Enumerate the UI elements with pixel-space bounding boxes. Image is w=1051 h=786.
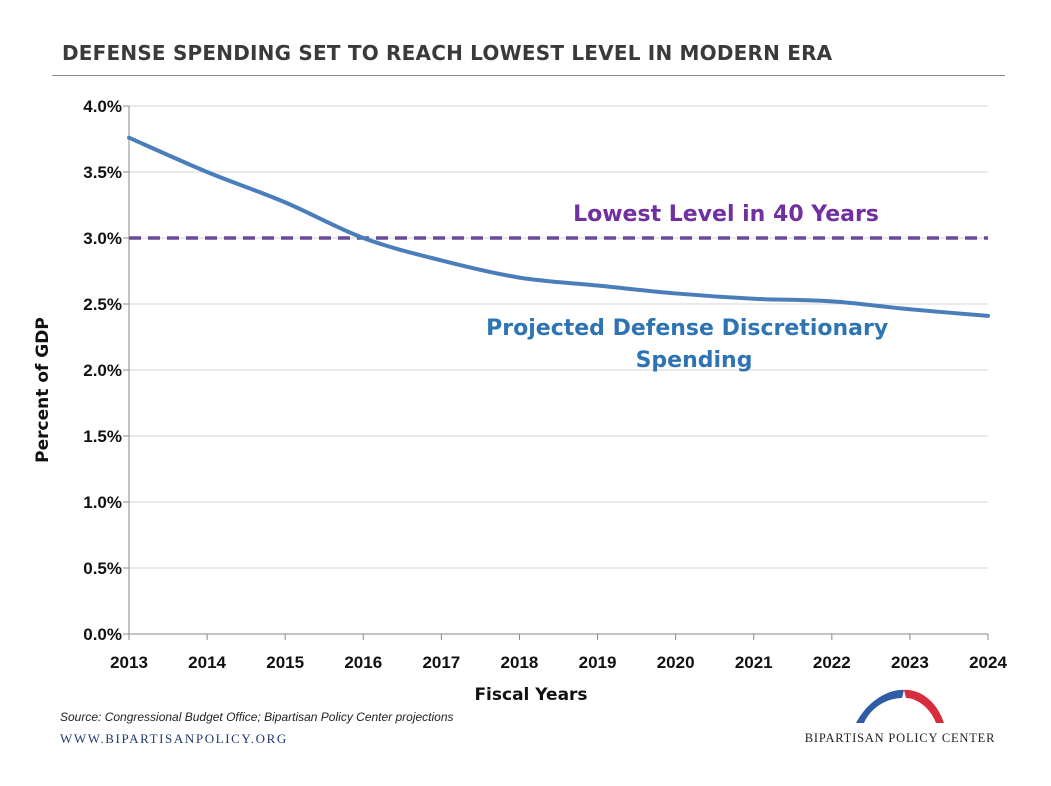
- x-tick-label: 2022: [813, 653, 851, 672]
- logo-red-arc-icon: [904, 689, 944, 723]
- x-tick-label: 2017: [422, 653, 460, 672]
- series-label-line-2: Spending: [636, 348, 753, 373]
- website-link[interactable]: WWW.BIPARTISANPOLICY.ORG: [60, 731, 288, 746]
- x-tick-label: 2014: [188, 653, 226, 672]
- x-tick-label: 2023: [891, 653, 929, 672]
- x-tick-label: 2018: [501, 653, 539, 672]
- source-note: Source: Congressional Budget Office; Bip…: [60, 710, 454, 724]
- logo-text: BIPARTISAN POLICY CENTER: [804, 731, 996, 745]
- x-tick-label: 2021: [735, 653, 773, 672]
- chart-title: DEFENSE SPENDING SET TO REACH LOWEST LEV…: [62, 41, 833, 65]
- y-tick-label: 2.5%: [83, 295, 122, 314]
- x-tick-label: 2013: [110, 653, 148, 672]
- y-tick-label: 1.0%: [83, 493, 122, 512]
- x-tick-label: 2015: [266, 653, 304, 672]
- series-label: Projected Defense Discretionary Spending: [486, 316, 896, 373]
- y-axis-ticks: 0.0% 0.5% 1.0% 1.5% 2.0% 2.5% 3.0% 3.5% 4.0%: [83, 97, 129, 644]
- y-tick-label: 4.0%: [83, 97, 122, 116]
- bpc-logo: [856, 689, 944, 723]
- y-axis-title: Percent of GDP: [33, 317, 53, 463]
- y-tick-label: 2.0%: [83, 361, 122, 380]
- title-divider: [52, 75, 1005, 76]
- x-axis-title: Fiscal Years: [474, 685, 587, 705]
- x-tick-label: 2020: [657, 653, 695, 672]
- series-line-defense-spending: [127, 135, 990, 318]
- y-tick-label: 0.5%: [83, 559, 122, 578]
- y-tick-label: 3.0%: [83, 229, 122, 248]
- logo-blue-arc-icon: [856, 689, 904, 723]
- reference-line-label: Lowest Level in 40 Years: [573, 202, 879, 227]
- y-tick-label: 1.5%: [83, 427, 122, 446]
- x-axis-ticks: 2013 2014 2015 2016 2017 2018 2019 2020 2021 2022…: [110, 634, 1007, 672]
- x-tick-label: 2024: [969, 653, 1007, 672]
- y-tick-label: 3.5%: [83, 163, 122, 182]
- series-label-line-1: Projected Defense Discretionary: [486, 316, 888, 341]
- x-tick-label: 2019: [579, 653, 617, 672]
- x-tick-label: 2016: [344, 653, 382, 672]
- y-tick-label: 0.0%: [83, 625, 122, 644]
